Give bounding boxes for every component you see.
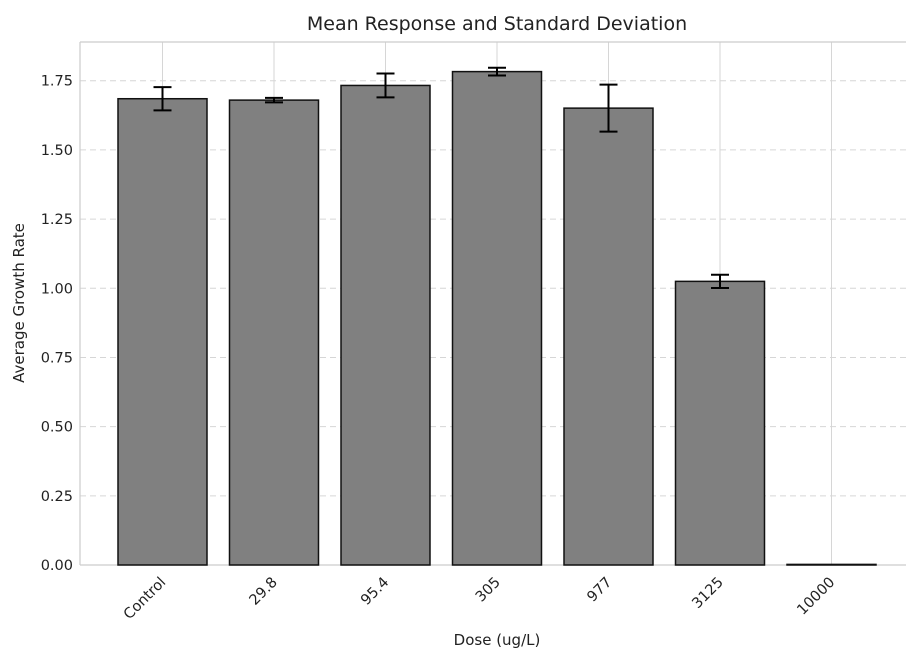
bar-977 bbox=[563, 107, 654, 566]
y-axis-label: Average Growth Rate bbox=[10, 223, 28, 383]
x-tick-label: Control bbox=[121, 575, 169, 623]
error-bars-layer bbox=[153, 66, 729, 290]
x-tick-label: 29.8 bbox=[247, 575, 281, 609]
x-tick-label: 95.4 bbox=[358, 575, 392, 609]
x-tick-labels: Control 29.8 95.4 305 977 3125 10000 bbox=[121, 575, 838, 623]
x-tick-label: 3125 bbox=[689, 575, 726, 612]
x-tick-label: 10000 bbox=[794, 575, 838, 619]
bar-10000 bbox=[786, 563, 877, 566]
x-axis-label: Dose (ug/L) bbox=[454, 631, 541, 649]
y-tick-label: 1.25 bbox=[41, 212, 73, 228]
y-tick-label: 0.25 bbox=[41, 489, 73, 505]
y-tick-labels: 0.00 0.25 0.50 0.75 1.00 1.25 1.50 1.75 bbox=[41, 74, 73, 574]
bar-305 bbox=[451, 70, 543, 566]
y-tick-label: 1.75 bbox=[41, 74, 73, 90]
x-tick-label: 977 bbox=[584, 575, 615, 606]
bars-layer bbox=[117, 70, 877, 566]
y-tick-label: 1.50 bbox=[41, 143, 73, 159]
bar-95.4 bbox=[340, 84, 431, 566]
y-tick-label: 0.50 bbox=[41, 420, 73, 436]
x-tick-label: 305 bbox=[473, 575, 504, 606]
bar-control bbox=[117, 97, 208, 566]
y-tick-label: 0.00 bbox=[41, 558, 73, 574]
bar-3125 bbox=[674, 280, 766, 566]
y-tick-label: 1.00 bbox=[41, 281, 73, 297]
bar-29.8 bbox=[228, 99, 320, 566]
chart-title: Mean Response and Standard Deviation bbox=[307, 13, 687, 35]
y-tick-label: 0.75 bbox=[41, 350, 73, 366]
